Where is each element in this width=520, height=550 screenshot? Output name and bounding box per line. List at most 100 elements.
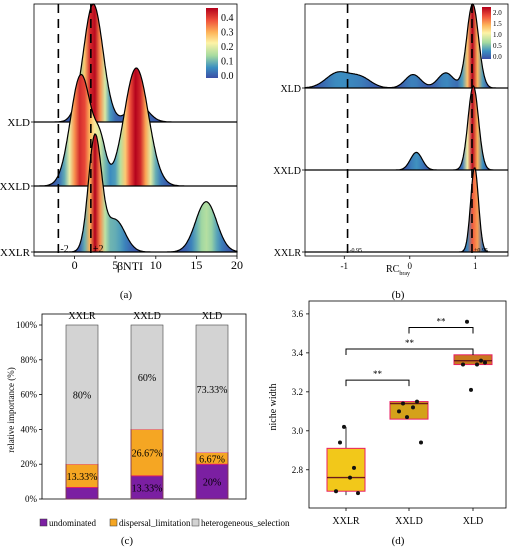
colorbar-a-tick: 0.0 (221, 71, 234, 82)
significance-bracket (408, 327, 474, 334)
reference-label: -2 (60, 244, 68, 255)
bar-outline-XXLD (130, 324, 164, 500)
bar-XXLR-undominated (65, 486, 99, 500)
legend-label-heterogeneous_selection: heterogeneous_selection (201, 518, 290, 528)
panel-c-legend: undominated dispersal_limitation heterogen… (39, 518, 290, 528)
data-point-XLD (475, 362, 479, 367)
bar-value-label: 20% (203, 478, 221, 489)
y-tick-label: 80% (21, 355, 38, 365)
x-category-label: XXLR (68, 311, 96, 322)
colorbar-a-tick: 0.3 (221, 28, 234, 39)
ridge-XLD (304, 3, 508, 89)
y-tick-label: 3.0 (292, 426, 304, 436)
data-point-XXLD (401, 401, 405, 406)
x-category-label: XXLD (133, 311, 161, 322)
panel-d-frame (308, 300, 507, 509)
box-XXLR (326, 447, 366, 492)
x-category-label: XLD (463, 516, 484, 527)
reference-label: -0.95 (350, 248, 363, 254)
bar-XXLD-heterogeneous_selection (131, 325, 163, 430)
panel-b-xlabel: RCbray (386, 264, 410, 277)
colorbar-a (206, 8, 218, 78)
legend-label-dispersal_limitation: dispersal_limitation (119, 518, 191, 528)
bar-XXLR-heterogeneous_selection (66, 325, 98, 465)
panel-c-bars: 0% 20% 40% 60% 80% 100% 13.33% 80% XXLR 13.33% 26.… (16, 311, 229, 504)
data-point-XLD (483, 360, 487, 365)
ridge-label-XLD: XLD (7, 117, 30, 129)
bar-value-label: 73.33% (197, 385, 228, 396)
significance-bracket (345, 379, 410, 387)
significance-label: ** (437, 317, 447, 327)
colorbar-b-tick: 1.5 (493, 20, 502, 28)
significance-label: ** (405, 338, 415, 348)
bar-outline-XXLR (65, 324, 99, 500)
x-tick-label: 10 (150, 258, 162, 272)
y-tick-label: 40% (21, 424, 38, 434)
legend-label-undominated: undominated (49, 518, 96, 528)
ridge-XXLR (34, 133, 238, 253)
panel-d-boxplot: 2.8 3.0 3.2 3.4 3.6 XXLR XXLD XLD ** ** ** (292, 309, 493, 527)
data-point-XXLR (352, 465, 356, 470)
legend-swatch-undominated (39, 518, 48, 527)
data-point-XLD (479, 358, 483, 363)
colorbar-b-ticks: 2.0 1.5 1.0 0.5 0.0 (493, 9, 502, 61)
data-point-XXLR (334, 489, 338, 494)
colorbar-b-tick: 2.0 (493, 9, 502, 17)
bar-value-label: 60% (138, 373, 156, 384)
bar-XLD-heterogeneous_selection (196, 325, 228, 453)
colorbar-a-tick: 0.2 (221, 42, 234, 53)
bar-outline-XLD (195, 324, 229, 500)
panel-c-label: (c) (121, 535, 134, 547)
colorbar-b-tick: 1.0 (493, 31, 502, 39)
ridge-XXLR (305, 167, 508, 253)
data-point-XLD (465, 319, 469, 324)
colorbar-b-tick: 0.0 (493, 53, 502, 61)
significance-label: ** (373, 369, 383, 379)
significance-bracket (345, 348, 474, 355)
x-tick-label: 0 (72, 258, 78, 272)
data-point-XXLD (397, 409, 401, 414)
colorbar-a-ticks: 0.4 0.3 0.2 0.1 0.0 (221, 13, 234, 82)
data-point-XXLR (338, 440, 342, 445)
ridge-XXLD (34, 67, 237, 187)
colorbar-a-tick: 0.4 (221, 13, 234, 24)
x-category-label: XLD (202, 311, 223, 322)
bar-value-label: 13.33% (132, 483, 163, 494)
data-point-XLD (461, 362, 465, 367)
ridge-label-XXLR: XXLR (274, 248, 302, 259)
panel-a-xlabel: βNTI (117, 259, 143, 273)
x-tick-label: 15 (190, 258, 202, 272)
y-tick-label: 3.2 (292, 387, 303, 397)
data-point-XXLR (348, 475, 352, 480)
ridge-label-XXLD: XXLD (273, 166, 301, 177)
reference-label: +0.95 (474, 248, 488, 254)
x-tick-label: 1 (473, 261, 478, 271)
y-tick-label: 3.6 (292, 309, 304, 319)
panel-a-label: (a) (120, 289, 133, 301)
y-tick-label: 3.4 (292, 348, 304, 358)
x-tick-label: 20 (231, 258, 243, 272)
y-tick-label: 20% (21, 459, 38, 469)
legend-swatch-heterogeneous_selection (191, 518, 200, 527)
data-point-XXLR (342, 424, 346, 429)
data-point-XXLD (415, 399, 419, 404)
x-category-label: XXLD (395, 516, 423, 527)
bar-value-label: 26.67% (132, 449, 163, 460)
x-tick-label: 0 (408, 261, 413, 271)
panel-a-frame (33, 3, 238, 257)
ridge-label-XLD: XLD (280, 84, 301, 95)
box-XXLD (389, 401, 429, 420)
panel-a-ridges: XLD XXLD XXLR -2 +2 0 5 10 15 20 (0, 3, 243, 272)
ridge-label-XXLD: XXLD (0, 181, 30, 193)
bar-value-label: 6.67% (199, 454, 225, 465)
data-point-XXLD (405, 415, 409, 420)
panel-b-ridges: XLD XXLD XXLR -0.95 +0.95 -1 0 1 (273, 3, 508, 271)
x-tick-label: 5 (112, 258, 118, 272)
ridge-label-XXLR: XXLR (0, 247, 31, 259)
colorbar-a-tick: 0.1 (221, 57, 234, 68)
x-tick-label: -1 (341, 261, 349, 271)
panel-b-label: (b) (392, 289, 405, 301)
bar-value-label: 80% (73, 391, 91, 402)
x-category-label: XXLR (332, 516, 360, 527)
